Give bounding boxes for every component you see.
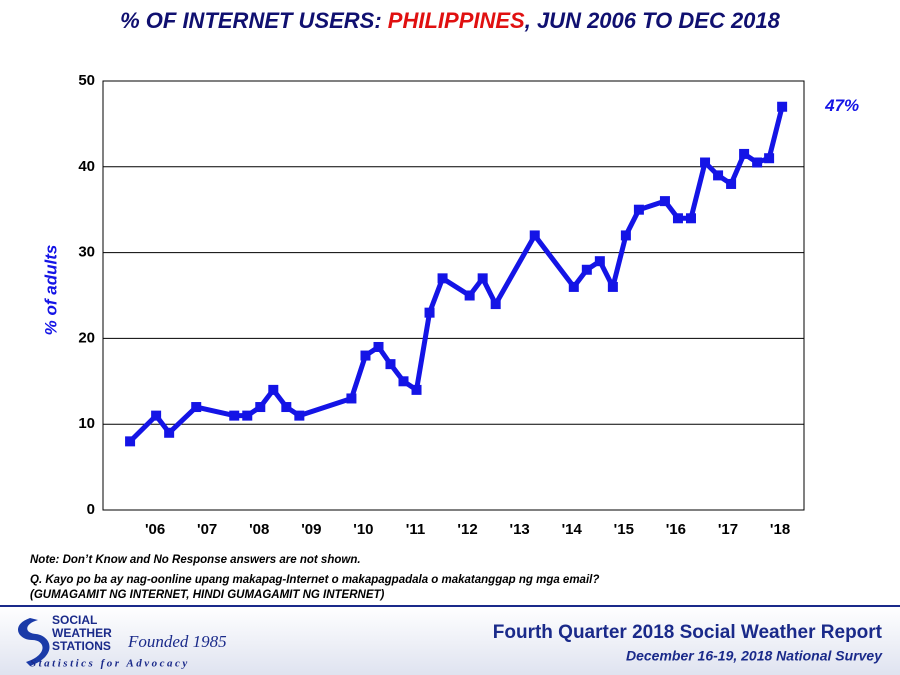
title-part: , JUN 2006 TO DEC 2018 bbox=[524, 8, 781, 33]
marker bbox=[672, 213, 683, 224]
marker bbox=[346, 393, 357, 404]
y-tick-label: 20 bbox=[78, 329, 95, 346]
marker bbox=[490, 299, 501, 310]
x-tick-label: '08 bbox=[249, 521, 269, 538]
plot-frame bbox=[102, 80, 805, 511]
marker bbox=[164, 427, 175, 438]
marker bbox=[281, 402, 292, 413]
marker bbox=[659, 196, 670, 207]
marker bbox=[464, 290, 475, 301]
x-tick-label: '10 bbox=[353, 521, 373, 538]
marker bbox=[739, 148, 750, 159]
x-tick-label: '09 bbox=[301, 521, 321, 538]
marker bbox=[620, 230, 631, 241]
marker bbox=[360, 350, 371, 361]
title-part: % OF INTERNET USERS: bbox=[120, 8, 388, 33]
marker bbox=[529, 230, 540, 241]
marker bbox=[752, 157, 763, 168]
marker bbox=[607, 281, 618, 292]
x-tick-label: '18 bbox=[770, 521, 790, 538]
marker bbox=[594, 256, 605, 267]
x-tick-label: '12 bbox=[457, 521, 477, 538]
marker bbox=[242, 410, 253, 421]
marker bbox=[633, 204, 644, 215]
marker bbox=[294, 410, 305, 421]
marker bbox=[424, 307, 435, 318]
x-tick-label: '06 bbox=[145, 521, 165, 538]
marker bbox=[125, 436, 136, 447]
marker bbox=[777, 101, 788, 112]
x-tick-label: '07 bbox=[197, 521, 217, 538]
marker bbox=[229, 410, 240, 421]
title-part: PHILIPPINES bbox=[388, 8, 525, 33]
tagline: Statistics for Advocacy bbox=[30, 658, 190, 670]
x-tick-label: '13 bbox=[510, 521, 530, 538]
y-tick-label: 50 bbox=[78, 72, 95, 89]
marker bbox=[151, 410, 162, 421]
logo-text: STATIONS bbox=[52, 639, 111, 653]
logo-text: SOCIAL bbox=[52, 613, 97, 627]
question: Q. Kayo po ba ay nag-oonline upang makap… bbox=[30, 574, 599, 586]
options: (GUMAGAMIT NG INTERNET, HINDI GUMAGAMIT … bbox=[30, 589, 385, 601]
marker bbox=[437, 273, 448, 284]
marker bbox=[268, 384, 279, 395]
logo-text: WEATHER bbox=[52, 626, 112, 640]
marker bbox=[764, 153, 775, 164]
x-tick-label: '11 bbox=[406, 521, 425, 538]
marker bbox=[581, 264, 592, 275]
founded: Founded 1985 bbox=[127, 632, 227, 651]
marker bbox=[255, 402, 266, 413]
marker bbox=[398, 376, 409, 387]
logo-mark bbox=[17, 618, 50, 666]
note: Note: Don’t Know and No Response answers… bbox=[30, 554, 361, 566]
series-line bbox=[128, 106, 785, 444]
marker bbox=[477, 273, 488, 284]
x-tick-label: '14 bbox=[562, 521, 583, 538]
marker bbox=[191, 402, 202, 413]
footer-band bbox=[0, 606, 900, 675]
chart-title: % OF INTERNET USERS: PHILIPPINES, JUN 20… bbox=[120, 8, 781, 33]
value-label: 47% bbox=[824, 96, 859, 115]
marker bbox=[685, 213, 696, 224]
plot-area: 0 10 20 30 40 50 '06 '07 '08 '09 '10 '11 '12 '13 '14 '1… bbox=[78, 72, 859, 538]
report-title: Fourth Quarter 2018 Social Weather Repor… bbox=[493, 622, 883, 643]
survey-date: December 16-19, 2018 National Survey bbox=[626, 648, 883, 664]
y-tick-label: 40 bbox=[78, 158, 95, 175]
marker bbox=[411, 384, 422, 395]
marker bbox=[568, 281, 579, 292]
x-tick-label: '16 bbox=[666, 521, 686, 538]
marker bbox=[700, 157, 711, 168]
marker bbox=[385, 359, 396, 370]
y-tick-label: 30 bbox=[78, 244, 95, 261]
y-axis-label: % of adults bbox=[41, 245, 60, 336]
y-tick-label: 0 bbox=[87, 501, 95, 518]
x-tick-label: '15 bbox=[614, 521, 634, 538]
marker bbox=[373, 341, 384, 352]
marker bbox=[726, 178, 737, 189]
marker bbox=[713, 170, 724, 181]
y-tick-label: 10 bbox=[78, 415, 95, 432]
x-tick-label: '17 bbox=[718, 521, 738, 538]
